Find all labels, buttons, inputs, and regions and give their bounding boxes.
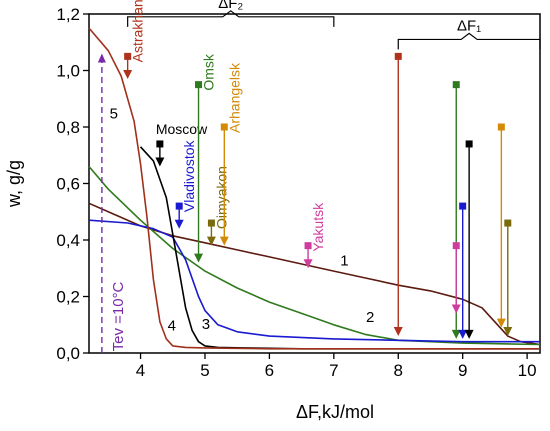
arrow-marker [304, 242, 312, 250]
series-label: 5 [110, 106, 118, 123]
arrow-label: Arhangelsk [226, 62, 242, 133]
arrow-head [155, 157, 165, 167]
arrow-head [97, 53, 106, 63]
series-label: 1 [340, 252, 348, 269]
arrow-marker [207, 219, 215, 227]
bracket [397, 32, 541, 50]
arrow-head [464, 329, 474, 339]
arrow-head [451, 304, 461, 314]
arrow-marker [156, 140, 164, 148]
series-line-2 [88, 165, 541, 346]
arrow-marker [452, 242, 460, 250]
arrow-label: Oimyakon [213, 166, 229, 229]
arrow-marker [497, 123, 505, 131]
arrow-head [451, 329, 461, 339]
y-tick-label: 0,2 [56, 288, 80, 307]
series-labels: 1 2 3 4 5 [110, 106, 375, 335]
arrow-head [174, 219, 184, 229]
x-tick-label: 9 [458, 361, 467, 380]
arrow-marker [220, 123, 228, 131]
arrows: Astrakhan Moscow Vladivostok Omsk Oimyakon Ar… [97, 0, 513, 353]
series-line-4 [139, 146, 540, 350]
x-tick-label: 4 [136, 361, 145, 380]
axes-ticks: 4 5 6 7 8 9 10 0,0 0,2 0,4 0,6 0,8 1,0 1,2 [56, 5, 536, 380]
arrow-head [123, 69, 133, 79]
x-axis-label: ΔF,kJ/mol [296, 402, 374, 422]
arrow-marker [175, 202, 183, 210]
y-tick-label: 1,2 [56, 5, 80, 24]
x-tick-label: 6 [265, 361, 274, 380]
x-tick-label: 7 [329, 361, 338, 380]
arrow-label: Omsk [201, 53, 217, 91]
bracket [127, 10, 335, 27]
y-tick-label: 0,0 [56, 344, 80, 363]
arrow-marker [452, 81, 460, 89]
arrow-marker [465, 140, 473, 148]
bracket-label: ΔF₁ [457, 17, 481, 34]
series-label: 2 [366, 309, 374, 326]
x-tick-label: 10 [518, 361, 537, 380]
bracket-label: ΔF₂ [218, 0, 243, 12]
arrow-marker [504, 219, 512, 227]
arrow-label: Astrakhan [130, 0, 146, 62]
y-tick-label: 0,8 [56, 118, 80, 137]
series-label: 3 [202, 316, 210, 333]
arrow-head [503, 327, 513, 337]
arrow-head [496, 318, 506, 328]
y-tick-label: 1,0 [56, 62, 80, 81]
arrow-head [194, 253, 204, 263]
arrow-marker [124, 52, 132, 60]
arrow-head [303, 259, 313, 269]
x-tick-label: 8 [394, 361, 403, 380]
arrow-head [206, 236, 216, 246]
arrow-head [458, 329, 468, 339]
arrow-label: Vladivostok [181, 140, 197, 213]
arrow-marker [394, 52, 402, 60]
arrow-label: Moscow [156, 121, 208, 137]
y-axis-label: w, g/g [4, 160, 24, 208]
y-tick-label: 0,4 [56, 231, 80, 250]
arrow-label: Yakutsk [310, 202, 326, 252]
series-line-3 [88, 219, 540, 343]
series-lines [88, 27, 541, 350]
arrow-marker [195, 81, 203, 89]
arrow-marker [459, 202, 467, 210]
arrow-label: Tev =10°C [110, 281, 127, 351]
series-label: 4 [168, 317, 176, 334]
brackets: ΔF₂ ΔF₁ [127, 0, 541, 50]
arrow-head [219, 236, 229, 246]
x-tick-label: 5 [200, 361, 209, 380]
y-tick-label: 0,6 [56, 175, 80, 194]
series-line-5 [88, 27, 540, 350]
arrow-head [393, 327, 403, 337]
